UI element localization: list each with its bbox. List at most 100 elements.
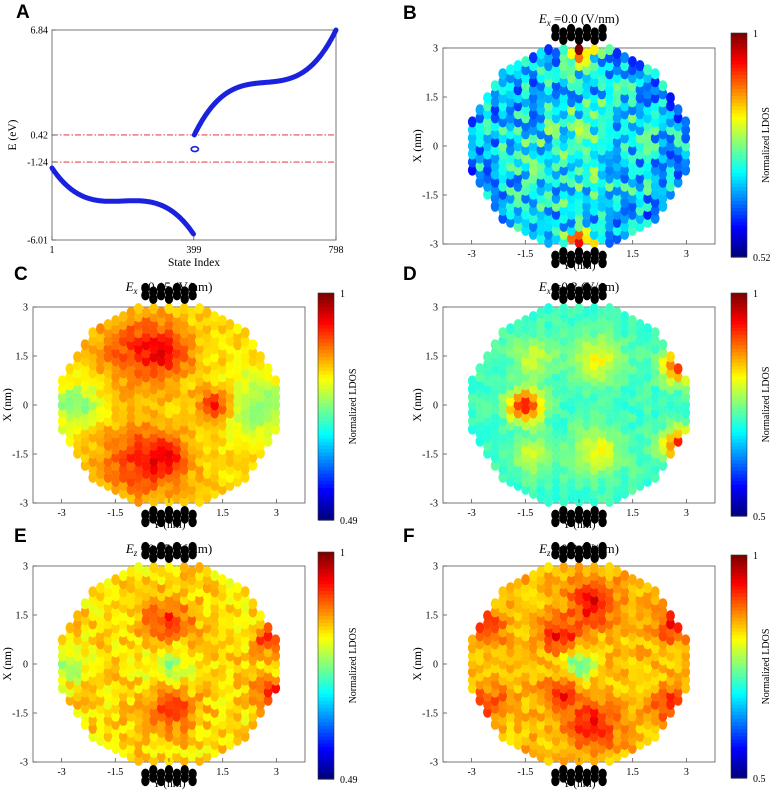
- ldos-atom: [635, 399, 645, 411]
- ldos-atom: [528, 399, 538, 411]
- ldos-atom: [157, 598, 166, 610]
- ldos-atom: [134, 399, 143, 411]
- colorbar-step: [731, 243, 747, 248]
- y-tick-label: 3: [433, 303, 438, 314]
- ldos-atom: [536, 491, 546, 503]
- ldos-atom: [233, 371, 243, 383]
- ldos-atom: [574, 471, 584, 483]
- ldos-atom: [536, 678, 546, 690]
- ldos-atom: [574, 156, 584, 168]
- ldos-atom: [635, 84, 645, 96]
- colorbar-max-label: 1: [340, 548, 345, 559]
- y-axis-label: X (nm): [412, 129, 424, 163]
- ldos-atom: [628, 459, 637, 471]
- ldos-atom: [506, 443, 515, 455]
- ldos-atom: [233, 694, 243, 706]
- ldos-atom: [475, 152, 485, 164]
- ldos-atom: [210, 439, 220, 451]
- colorbar-step: [731, 124, 747, 129]
- ldos-atom: [605, 327, 614, 339]
- ldos-atom: [475, 419, 485, 431]
- ldos-atom: [589, 706, 599, 718]
- ldos-atom: [57, 650, 67, 662]
- ldos-atom: [658, 598, 668, 610]
- ldos-atom: [521, 435, 530, 447]
- ldos-atom: [612, 200, 622, 212]
- ldos-atom: [673, 128, 683, 140]
- ldos-atom: [141, 347, 151, 359]
- ldos-atom: [597, 112, 607, 124]
- colorbar-step: [318, 644, 334, 649]
- ldos-atom: [544, 423, 553, 435]
- y-axis-label: E (eV): [7, 119, 19, 150]
- ldos-atom: [544, 164, 553, 176]
- colorbar-step: [731, 250, 747, 255]
- electrode-atom: [149, 545, 158, 556]
- ldos-atom: [88, 367, 98, 379]
- x-tick-label: 0: [167, 508, 172, 519]
- ldos-atom: [164, 634, 174, 646]
- ldos-atom: [635, 351, 645, 363]
- ldos-atom: [650, 610, 660, 622]
- ldos-atom: [650, 431, 660, 443]
- ldos-atom: [157, 630, 166, 642]
- electrode-atom: [156, 775, 166, 787]
- ldos-atom: [567, 475, 576, 487]
- ldos-atom: [157, 363, 166, 375]
- ldos-atom: [248, 427, 258, 439]
- ldos-atom: [513, 100, 523, 112]
- ldos-atom: [164, 594, 174, 606]
- ldos-atom: [498, 682, 508, 694]
- ldos-atom: [490, 379, 500, 391]
- ldos-atom: [179, 746, 189, 758]
- y-tick-label: 3: [433, 44, 438, 55]
- ldos-atom: [528, 311, 538, 323]
- ldos-atom: [172, 467, 182, 479]
- ldos-atom: [551, 491, 561, 503]
- colorbar-step: [318, 764, 334, 769]
- ldos-atom: [483, 124, 492, 136]
- ldos-atom: [490, 88, 500, 100]
- ldos-atom: [567, 80, 576, 92]
- ldos-atom: [483, 658, 492, 670]
- ldos-atom: [658, 168, 668, 180]
- ldos-atom: [483, 415, 492, 427]
- ldos-atom: [256, 618, 265, 630]
- ldos-atom: [141, 443, 151, 455]
- ldos-atom: [233, 363, 243, 375]
- ldos-atom: [88, 375, 98, 387]
- ldos-atom: [612, 475, 622, 487]
- electrode-atom: [172, 775, 182, 787]
- ldos-atom: [157, 371, 166, 383]
- ldos-atom: [635, 602, 645, 614]
- ldos-atom: [210, 610, 220, 622]
- ldos-atom: [551, 435, 561, 447]
- ldos-atom: [103, 690, 113, 702]
- ldos-atom: [88, 618, 98, 630]
- ldos-atom: [567, 136, 576, 148]
- ldos-atom: [57, 407, 67, 419]
- electrode-atom: [559, 286, 568, 297]
- ldos-atom: [240, 610, 250, 622]
- colorbar-step: [731, 635, 747, 640]
- ldos-atom: [210, 319, 220, 331]
- ldos-atom: [498, 666, 508, 678]
- ldos-atom: [574, 610, 584, 622]
- ldos-atom: [179, 375, 189, 387]
- colorbar-step: [731, 148, 747, 153]
- ldos-atom: [164, 666, 174, 678]
- ldos-atom: [506, 104, 515, 116]
- electrode-atom: [149, 286, 158, 297]
- y-tick-label: -1.5: [422, 450, 438, 461]
- ldos-atom: [96, 670, 105, 682]
- ldos-atom: [490, 630, 500, 642]
- ldos-atom: [559, 463, 569, 475]
- ldos-atom: [620, 172, 630, 184]
- ldos-atom: [118, 690, 128, 702]
- ldos-atom: [88, 335, 98, 347]
- ldos-atom: [536, 614, 546, 626]
- ldos-atom: [528, 124, 538, 136]
- ldos-atom: [134, 674, 143, 686]
- ldos-atom: [620, 100, 630, 112]
- colorbar-step: [318, 562, 334, 567]
